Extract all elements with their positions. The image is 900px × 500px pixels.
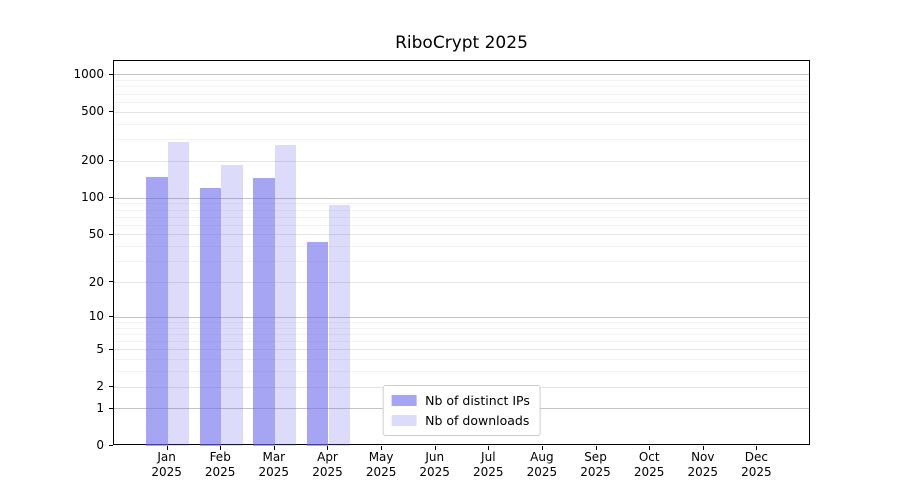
legend-label-distinct-ips: Nb of distinct IPs bbox=[425, 393, 530, 408]
x-tick-label: Dec 2025 bbox=[741, 450, 772, 479]
gridline-minor bbox=[114, 246, 809, 247]
y-tick-label: 2 bbox=[96, 379, 104, 393]
x-tick-label: Feb 2025 bbox=[204, 450, 236, 479]
gridline-minor bbox=[114, 261, 809, 263]
x-tick-mark bbox=[220, 446, 221, 450]
x-tick-label: Jan 2025 bbox=[151, 450, 182, 479]
bar-downloads-jan bbox=[167, 141, 190, 446]
x-tick-label: Aug 2025 bbox=[526, 450, 558, 479]
y-tick-mark bbox=[109, 197, 113, 198]
gridline-minor bbox=[114, 216, 809, 218]
bar-downloads-apr bbox=[328, 204, 351, 446]
gridline-minor bbox=[114, 359, 809, 361]
bar-distinct-ips-mar bbox=[253, 178, 275, 446]
x-tick-mark bbox=[542, 446, 543, 450]
gridline-minor bbox=[114, 203, 809, 205]
y-tick-label: 100 bbox=[81, 190, 104, 205]
y-tick-mark bbox=[109, 281, 113, 282]
gridline-5 bbox=[114, 349, 809, 351]
x-tick-label: Oct 2025 bbox=[633, 450, 665, 479]
x-tick-label: Nov 2025 bbox=[687, 450, 719, 479]
legend-label-downloads: Nb of downloads bbox=[425, 413, 530, 428]
x-tick-label: Mar 2025 bbox=[258, 450, 290, 479]
x-tick-mark bbox=[703, 446, 704, 450]
x-tick-mark bbox=[381, 446, 382, 450]
y-tick-label: 5 bbox=[96, 341, 104, 356]
y-tick-label: 50 bbox=[88, 226, 104, 241]
x-tick-mark bbox=[756, 446, 757, 450]
y-tick-label: 200 bbox=[81, 153, 104, 168]
gridline-minor bbox=[114, 341, 809, 342]
legend-item-distinct-ips: Nb of distinct IPs bbox=[391, 391, 530, 410]
x-tick-mark bbox=[274, 446, 275, 450]
bar-downloads-feb bbox=[221, 165, 243, 446]
bar-distinct-ips-feb bbox=[199, 188, 222, 446]
x-tick-mark bbox=[649, 446, 650, 450]
x-tick-label: Apr 2025 bbox=[312, 450, 343, 479]
bar-distinct-ips-apr bbox=[306, 241, 329, 446]
x-tick-mark bbox=[327, 446, 328, 450]
y-tick-mark bbox=[109, 316, 113, 317]
gridline-1000 bbox=[114, 74, 809, 76]
y-tick-label: 500 bbox=[81, 104, 104, 119]
y-tick-label: 1000 bbox=[73, 66, 104, 81]
plot-area: Nb of distinct IPs Nb of downloads bbox=[113, 60, 810, 446]
x-tick-mark bbox=[488, 446, 489, 450]
gridline-minor bbox=[114, 86, 809, 88]
y-tick-mark bbox=[109, 349, 113, 350]
y-tick-mark bbox=[109, 234, 113, 235]
gridline-minor bbox=[114, 327, 809, 329]
chart-title: RiboCrypt 2025 bbox=[395, 33, 528, 53]
legend: Nb of distinct IPs Nb of downloads bbox=[382, 385, 541, 436]
gridline-50 bbox=[114, 234, 809, 236]
y-tick-mark bbox=[109, 74, 113, 75]
x-tick-label: Jun 2025 bbox=[419, 450, 450, 479]
y-tick-mark bbox=[109, 160, 113, 161]
bar-downloads-mar bbox=[274, 144, 297, 446]
gridline-200 bbox=[114, 160, 809, 162]
y-tick-mark bbox=[109, 111, 113, 112]
y-tick-label: 0 bbox=[96, 438, 104, 452]
gridline-minor bbox=[114, 321, 809, 323]
gridline-minor bbox=[114, 224, 809, 226]
bar-distinct-ips-jan bbox=[145, 177, 168, 446]
gridline-minor bbox=[114, 333, 809, 335]
y-tick-mark bbox=[109, 408, 113, 409]
legend-item-downloads: Nb of downloads bbox=[391, 411, 530, 430]
x-tick-label: Jul 2025 bbox=[473, 450, 504, 479]
y-tick-label: 1 bbox=[96, 400, 104, 415]
legend-swatch-distinct-ips bbox=[391, 395, 417, 406]
gridline-20 bbox=[114, 282, 809, 283]
gridline-minor bbox=[114, 123, 809, 125]
x-tick-label: Sep 2025 bbox=[580, 450, 611, 479]
y-tick-label: 20 bbox=[88, 274, 104, 289]
gridline-minor bbox=[114, 101, 809, 103]
legend-swatch-downloads bbox=[391, 415, 417, 426]
gridline-minor bbox=[114, 80, 809, 82]
gridline-500 bbox=[114, 111, 809, 113]
gridline-10 bbox=[114, 316, 809, 318]
gridline-minor bbox=[114, 139, 809, 140]
gridline-minor bbox=[114, 209, 809, 211]
gridline-minor bbox=[114, 371, 809, 372]
gridline-100 bbox=[114, 197, 809, 199]
x-tick-label: May 2025 bbox=[365, 450, 397, 479]
y-tick-mark bbox=[109, 386, 113, 387]
y-tick-mark bbox=[109, 445, 113, 446]
x-tick-mark bbox=[596, 446, 597, 450]
x-tick-mark bbox=[167, 446, 168, 450]
x-tick-mark bbox=[435, 446, 436, 450]
y-tick-label: 10 bbox=[88, 309, 104, 324]
gridline-minor bbox=[114, 93, 809, 95]
